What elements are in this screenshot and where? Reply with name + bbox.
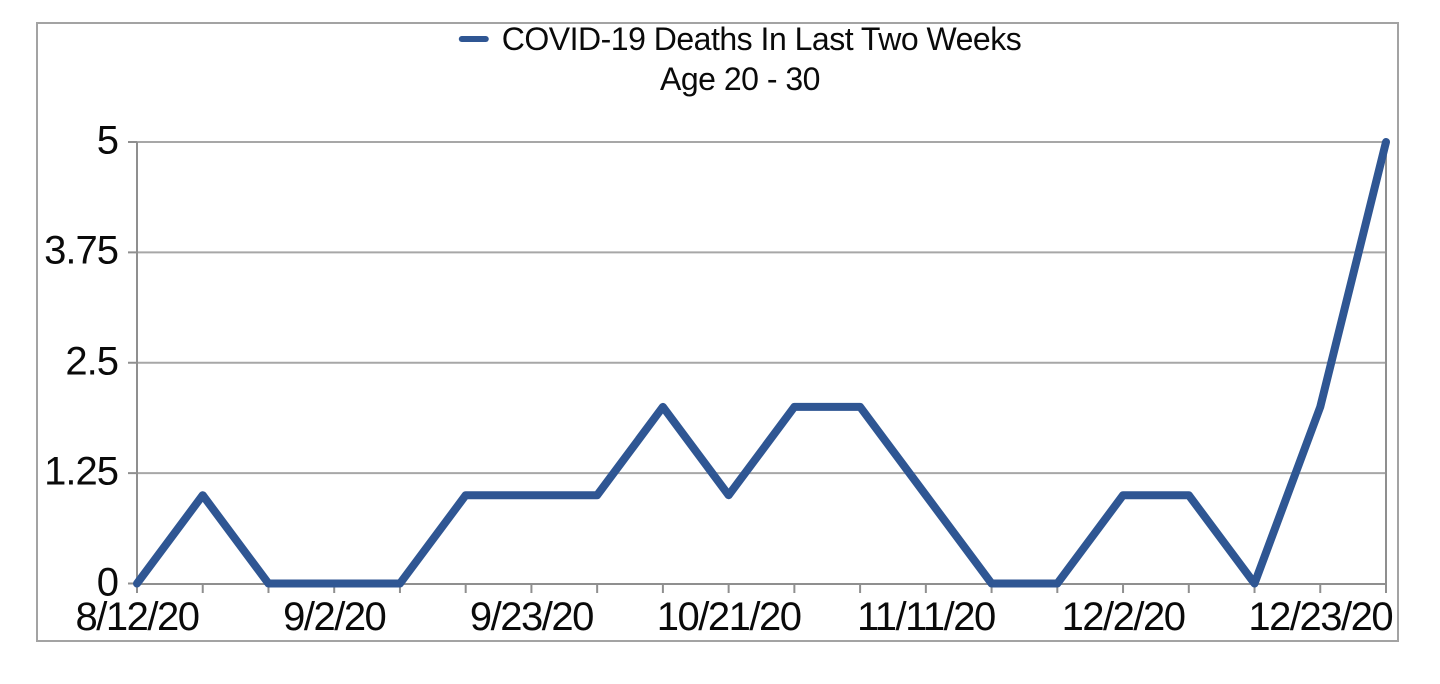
chart-title-block: COVID-19 Deaths In Last Two Weeks Age 20… [458,18,1022,98]
chart-subtitle: Age 20 - 30 [660,61,820,97]
legend-line-icon [458,36,489,42]
legend-row: COVID-19 Deaths In Last Two Weeks [458,18,1022,60]
chart-title: COVID-19 Deaths In Last Two Weeks [501,20,1022,57]
chart-frame [36,22,1399,642]
